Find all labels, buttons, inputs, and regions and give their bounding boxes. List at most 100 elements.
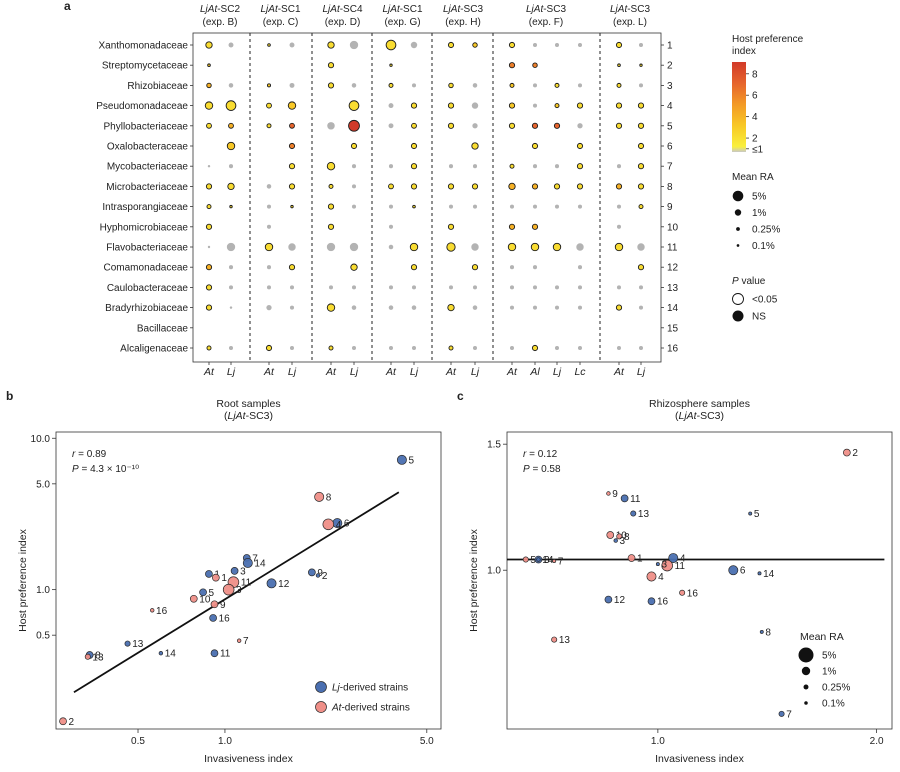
matrix-dot [207,164,211,168]
strain-point [551,636,558,643]
point-label: 13 [638,509,650,520]
matrix-dot [327,41,335,49]
ra-legend-label: 0.1% [752,241,775,252]
colorbar-tick-label: 4 [752,112,758,123]
point-label: 5 [408,455,414,466]
matrix-dot [351,164,357,169]
matrix-dot [637,142,645,150]
matrix-dot [410,163,418,170]
matrix-dot [328,183,334,189]
matrix-dot [290,204,294,209]
point-label: 16 [657,597,669,608]
matrix-dot [472,305,478,310]
host-label: Lj [227,366,236,378]
matrix-dot [532,83,538,88]
matrix-dot [472,42,478,48]
plot-frame [55,431,442,730]
matrix-dot [266,102,272,109]
strain-point [150,608,155,613]
matrix-dot [577,123,583,129]
family-label: Bradyrhizobiaceae [105,303,188,314]
host-label: At [325,366,337,378]
matrix-dot [412,204,416,209]
plot-subtitle: (LjAt-SC3) [224,410,273,422]
host-label: At [263,366,275,378]
matrix-dot [471,243,479,251]
family-label: Alcaligenaceae [120,344,188,355]
matrix-dot [576,102,584,109]
matrix-dot [349,242,359,252]
matrix-dot [266,265,272,270]
matrix-dot [615,102,623,109]
hpi-legend-title: index [732,46,756,57]
matrix-dot [448,204,454,209]
matrix-dot [508,41,516,49]
rhizosphere-scatter-panel: Rhizosphere samples(LjAt-SC3) 1.0 2.0 1.0 1.… [468,398,893,765]
ra-legend-label: 1% [822,667,837,678]
matrix-dot [553,183,561,190]
matrix-dot [532,285,538,290]
p-legend-label: NS [752,312,766,323]
y-tick-label: 1.5 [487,440,501,451]
point-label: 8 [95,650,101,661]
row-number: 2 [667,61,673,72]
point-label: 7 [786,709,792,720]
matrix-dot [531,142,539,150]
host-label: Lj [410,366,419,378]
matrix-dot [637,122,645,129]
matrix-dot [554,345,560,351]
y-tick-label: 10.0 [31,434,51,445]
point-label: 16 [156,606,168,617]
row-number: 3 [667,81,673,92]
matrix-dot [532,103,538,108]
legend-dot [315,681,327,693]
matrix-dot [447,223,455,230]
host-label: At [613,366,625,378]
matrix-dot [448,82,454,89]
matrix-dot [288,243,296,251]
legend-label: Lj-derived strains [332,683,408,694]
matrix-dot [207,245,211,249]
p-legend-label: <0.05 [752,295,778,306]
matrix-dot [205,41,213,49]
root-scatter-panel: Root samples(LjAt-SC3) 0.5 1.0 5.0 0.5 1.0 5.0… [17,398,442,765]
matrix-dot [388,224,394,229]
point-label: 2 [69,717,75,728]
strain-point [308,568,316,577]
matrix-dot [229,204,233,209]
matrix-dot [411,305,417,310]
matrix-dot [532,305,538,310]
matrix-dot [288,142,296,150]
colorbar-tick-label: 6 [752,91,758,102]
matrix-dot [509,345,515,351]
ra-legend-label: 5% [822,651,837,662]
matrix-dot [577,305,583,310]
point-label: 3 [661,560,667,571]
matrix-dot [327,122,335,130]
matrix-dot [531,183,539,190]
matrix-dot [448,164,454,169]
strain-point [124,640,131,647]
row-number: 12 [667,263,679,274]
point-label: 8 [624,532,630,543]
point-label: 4 [680,554,686,565]
matrix-dot [508,122,516,129]
matrix-dot [205,183,213,190]
ra-legend-dot [734,209,742,216]
matrix-dot [388,285,394,290]
strain-point [613,538,618,543]
matrix-dot [638,345,644,351]
point-label: 5 [209,588,215,599]
experiment-header: LjAt-SC1 [382,4,422,15]
matrix-dot [351,83,357,88]
strain-point [748,511,753,516]
x-tick-label: 1.0 [651,736,665,747]
matrix-dot [409,242,419,252]
matrix-dot [388,164,394,169]
matrix-dot [576,163,584,170]
matrix-dot [638,204,644,210]
matrix-dot [388,244,394,250]
x-axis-label: Invasiveness index [204,753,293,765]
matrix-dot [204,101,214,110]
family-label: Oxalobacteraceae [107,142,189,153]
